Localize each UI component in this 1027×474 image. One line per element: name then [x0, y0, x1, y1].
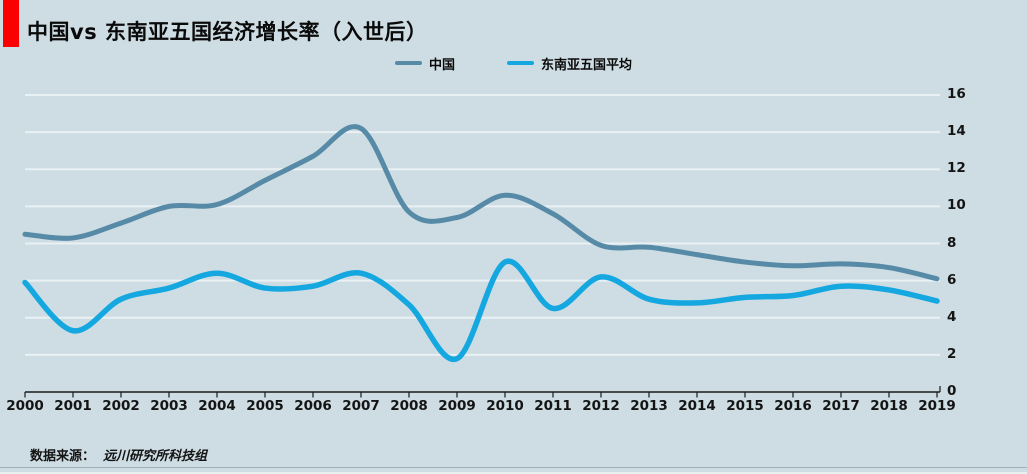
- x-tick-label: 2007: [342, 398, 380, 414]
- x-tick-label: 2019: [918, 398, 956, 414]
- legend-line-swatch-china: [394, 60, 422, 66]
- y-tick-label: 12: [947, 160, 966, 177]
- x-tick-label: 2001: [54, 398, 92, 414]
- x-tick-label: 2014: [678, 398, 716, 414]
- legend-item-sea: 东南亚五国平均: [507, 54, 632, 73]
- chart-legend: 中国 东南亚五国平均: [0, 53, 1027, 73]
- y-tick-label: 0: [947, 383, 957, 399]
- x-tick-label: 2004: [198, 398, 236, 414]
- x-tick-label: 2009: [438, 398, 476, 414]
- bottom-divider: [0, 467, 1027, 468]
- x-tick-label: 2016: [774, 398, 812, 414]
- legend-label-sea: 东南亚五国平均: [541, 57, 633, 73]
- x-tick-label: 2017: [822, 398, 860, 414]
- y-tick-label: 6: [947, 271, 957, 288]
- y-tick-label: 8: [947, 234, 957, 251]
- legend-label-china: 中国: [428, 57, 455, 73]
- legend-item-china: 中国: [394, 54, 455, 73]
- data-source: 数据来源： 远川研究所科技组: [30, 445, 207, 464]
- y-tick-label: 14: [947, 123, 966, 140]
- x-tick-label: 2002: [102, 398, 140, 414]
- x-tick-label: 2008: [390, 398, 428, 414]
- page-title: 中国vs 东南亚五国经济增长率（入世后）: [27, 20, 428, 44]
- series-line-china: [22, 124, 940, 282]
- bottom-edge-highlight: [0, 472, 1027, 474]
- y-tick-label: 4: [947, 308, 957, 325]
- x-tick-label: 2018: [870, 398, 908, 414]
- y-tick-label: 10: [947, 197, 966, 214]
- data-source-prefix: 数据来源：: [30, 449, 96, 464]
- y-tick-label: 16: [947, 86, 966, 102]
- x-tick-label: 2013: [630, 398, 668, 414]
- series-line-sea: [22, 258, 940, 362]
- x-tick-label: 2011: [534, 398, 572, 414]
- y-tick-label: 2: [947, 345, 957, 362]
- title-accent-bar: [3, 0, 19, 47]
- data-source-name: 远川研究所科技组: [103, 449, 208, 464]
- x-tick-label: 2003: [150, 398, 188, 414]
- x-tick-label: 2010: [486, 398, 524, 414]
- x-tick-label: 2012: [582, 398, 620, 414]
- x-tick-label: 2000: [6, 398, 44, 414]
- x-tick-label: 2005: [246, 398, 284, 414]
- x-tick-label: 2015: [726, 398, 764, 414]
- legend-line-swatch-sea: [507, 60, 534, 66]
- x-tick-label: 2006: [294, 398, 332, 414]
